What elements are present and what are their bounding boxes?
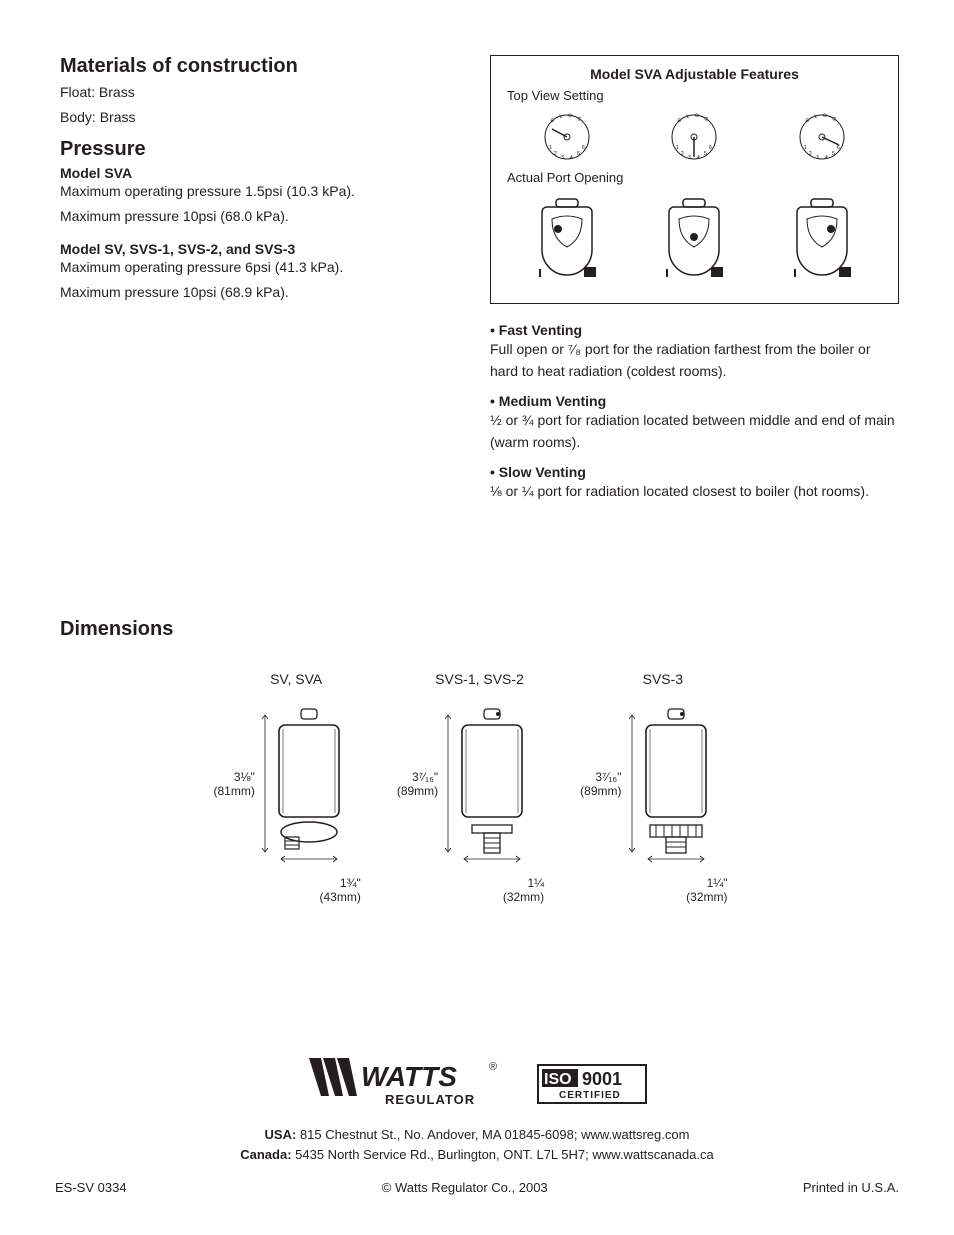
slow-vent-h: • Slow Venting: [490, 464, 899, 480]
pressure-sv-name: Model SV, SVS-1, SVS-2, and SVS-3: [60, 241, 460, 257]
doc-code: ES-SV 0334: [55, 1180, 127, 1195]
med-vent-h: • Medium Venting: [490, 393, 899, 409]
dim-width: 1¼"(32mm): [580, 876, 745, 905]
svg-text:3: 3: [688, 155, 691, 161]
dim-width: 1¼(32mm): [397, 876, 562, 905]
svg-text:2: 2: [809, 151, 812, 157]
actual-port-label: Actual Port Opening: [507, 170, 886, 185]
iso-badge-icon: ISO 9001 CERTIFIED: [537, 1064, 647, 1104]
pressure-sva-op: Maximum operating pressure 1.5psi (10.3 …: [60, 181, 460, 202]
valve-dimension-icon: [259, 697, 379, 867]
top-view-label: Top View Setting: [507, 88, 886, 103]
pressure-sv-max: Maximum pressure 10psi (68.9 kPa).: [60, 282, 460, 303]
svg-text:5: 5: [704, 151, 707, 157]
svg-text:REGULATOR: REGULATOR: [385, 1092, 475, 1107]
pressure-heading: Pressure: [60, 138, 460, 161]
valve-icon: [649, 189, 739, 279]
svg-text:3: 3: [561, 155, 564, 161]
dim-height: 3⁷⁄₁₆"(89mm): [397, 770, 442, 799]
svg-text:1: 1: [549, 145, 552, 151]
svg-text:5: 5: [577, 151, 580, 157]
svg-text:4: 4: [697, 155, 700, 161]
svg-text:1: 1: [804, 145, 807, 151]
dim-label: SVS-1, SVS-2: [397, 671, 562, 687]
materials-body: Body: Brass: [60, 107, 460, 128]
dim-label: SV, SVA: [213, 671, 378, 687]
fast-vent-p: Full open or ⁷⁄₈ port for the radiation …: [490, 338, 899, 383]
svg-text:4: 4: [570, 155, 573, 161]
dim-width: 1¾"(43mm): [213, 876, 378, 905]
med-vent-p: ½ or ¾ port for radiation located betwee…: [490, 409, 899, 454]
dimensions-heading: Dimensions: [60, 618, 899, 641]
can-text: 5435 North Service Rd., Burlington, ONT.…: [292, 1147, 714, 1162]
dial-row: C L O S E D 123 456 C L O S E D 1: [503, 107, 886, 162]
dial-icon: C L O S E D 123 456: [787, 107, 857, 162]
slow-vent-p: ⅛ or ¼ port for radiation located closes…: [490, 480, 899, 502]
svg-text:6: 6: [837, 145, 840, 151]
dim-label: SVS-3: [580, 671, 745, 687]
features-title: Model SVA Adjustable Features: [503, 66, 886, 82]
materials-float: Float: Brass: [60, 82, 460, 103]
pressure-sv-op: Maximum operating pressure 6psi (41.3 kP…: [60, 257, 460, 278]
svg-text:6: 6: [582, 145, 585, 151]
svg-text:9001: 9001: [582, 1069, 622, 1089]
usa-label: USA:: [265, 1127, 297, 1142]
materials-heading: Materials of construction: [60, 55, 460, 78]
dimension-unit: SVS-1, SVS-2 3⁷⁄₁₆"(89mm) 1¼(32mm): [397, 671, 562, 905]
dimension-unit: SVS-3 3⁷⁄₁₆"(89mm) 1¼"(32mm): [580, 671, 745, 905]
pressure-sva-name: Model SVA: [60, 165, 460, 181]
usa-text: 815 Chestnut St., No. Andover, MA 01845-…: [296, 1127, 689, 1142]
valve-icon: [777, 189, 867, 279]
dim-height: 3⅛"(81mm): [213, 770, 258, 799]
can-label: Canada:: [240, 1147, 291, 1162]
svg-text:CERTIFIED: CERTIFIED: [559, 1090, 621, 1101]
address-usa: USA: 815 Chestnut St., No. Andover, MA 0…: [0, 1125, 954, 1145]
svg-text:2: 2: [554, 151, 557, 157]
printed-in: Printed in U.S.A.: [803, 1180, 899, 1195]
svg-text:4: 4: [825, 155, 828, 161]
svg-text:WATTS: WATTS: [361, 1061, 457, 1092]
pressure-sva-max: Maximum pressure 10psi (68.0 kPa).: [60, 206, 460, 227]
dimension-unit: SV, SVA 3⅛"(81mm) 1¾"(43mm): [213, 671, 378, 905]
svg-text:6: 6: [709, 145, 712, 151]
svg-text:2: 2: [681, 151, 684, 157]
copyright: © Watts Regulator Co., 2003: [382, 1180, 548, 1195]
features-box: Model SVA Adjustable Features Top View S…: [490, 55, 899, 304]
svg-text:®: ®: [489, 1061, 497, 1073]
address-canada: Canada: 5435 North Service Rd., Burlingt…: [0, 1145, 954, 1165]
footer: WATTS ® REGULATOR ISO 9001 CERTIFIED USA…: [0, 1056, 954, 1195]
svg-text:1: 1: [676, 145, 679, 151]
svg-text:ISO: ISO: [544, 1071, 572, 1088]
svg-text:5: 5: [832, 151, 835, 157]
svg-text:3: 3: [816, 155, 819, 161]
fast-vent-h: • Fast Venting: [490, 322, 899, 338]
dim-height: 3⁷⁄₁₆"(89mm): [580, 770, 625, 799]
valve-icon: [522, 189, 612, 279]
dial-icon: C L O S E D 123 456: [532, 107, 602, 162]
valve-row: [503, 189, 886, 279]
dial-icon: C L O S E D 123 456: [659, 107, 729, 162]
watts-logo-icon: WATTS ® REGULATOR: [307, 1056, 507, 1111]
valve-dimension-icon: [626, 697, 746, 867]
valve-dimension-icon: [442, 697, 562, 867]
